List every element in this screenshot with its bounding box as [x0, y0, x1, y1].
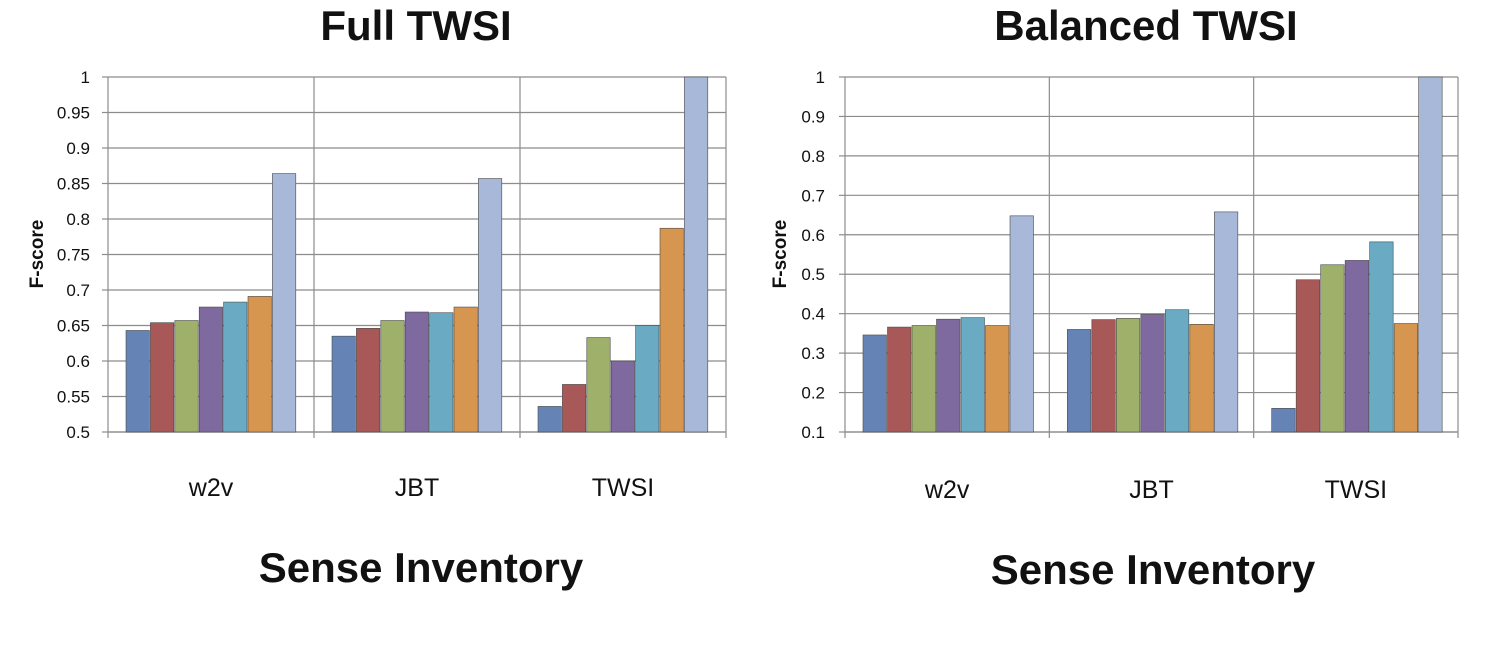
x-category-label: w2v: [188, 474, 234, 502]
bar: [1009, 215, 1034, 433]
x-category-label: JBT: [395, 474, 439, 502]
chart-balanced-twsi: Balanced TWSI F-score Sense Inventory 0.…: [770, 2, 1459, 593]
y-tick-label: 0.85: [57, 175, 90, 194]
y-tick-label: 0.3: [801, 344, 825, 363]
y-tick-label: 1: [81, 68, 90, 87]
bar: [1369, 241, 1394, 433]
bar: [380, 320, 405, 433]
y-axis-label: F-score: [27, 220, 48, 289]
bar: [125, 330, 150, 433]
y-tick-label: 0.1: [801, 423, 825, 442]
bar: [1116, 318, 1141, 433]
bars: w2v JBT TWSI: [125, 76, 709, 502]
y-axis-label: F-score: [770, 220, 791, 289]
y-tick-label: 0.6: [66, 352, 90, 371]
bar: [247, 296, 272, 433]
x-axis-title: Sense Inventory: [991, 546, 1316, 593]
bar: [610, 360, 635, 433]
bar: [150, 322, 175, 433]
bar: [911, 325, 936, 433]
y-ticks: 0.1 0.2 0.3 0.4 0.5 0.6 0.7 0.8 0.9 1: [801, 68, 825, 442]
bars: w2v JBT TWSI: [862, 76, 1443, 504]
chart-panel-full-twsi: Full TWSI F-score Sense Inventory 0.5 0.5…: [27, 2, 727, 591]
chart-panel-balanced-twsi: Balanced TWSI F-score Sense Inventory 0.…: [750, 0, 1500, 657]
chart-title: Full TWSI: [320, 2, 511, 49]
bar: [537, 406, 562, 433]
bar: [862, 334, 887, 433]
bar: [635, 325, 660, 433]
y-tick-label: 0.8: [66, 210, 90, 229]
bar: [198, 306, 223, 433]
x-category-label: w2v: [924, 476, 970, 504]
bar: [429, 312, 454, 433]
bar: [1091, 319, 1116, 433]
bar: [478, 178, 503, 433]
y-tick-label: 0.9: [801, 107, 825, 126]
bar: [1189, 324, 1214, 433]
bar: [1067, 329, 1092, 433]
x-category-label: TWSI: [1325, 476, 1388, 504]
y-tick-label: 0.8: [801, 147, 825, 166]
y-tick-label: 0.2: [801, 384, 825, 403]
y-tick-label: 0.55: [57, 388, 90, 407]
bar: [1393, 323, 1418, 433]
bar: [562, 384, 587, 433]
bar: [1165, 309, 1190, 433]
bar: [356, 328, 381, 433]
y-tick-label: 0.65: [57, 317, 90, 336]
bar: [1140, 314, 1165, 433]
bar: [272, 173, 297, 433]
chart-full-twsi: Full TWSI F-score Sense Inventory 0.50.5…: [27, 2, 727, 591]
bar: [404, 311, 429, 433]
bar: [936, 318, 961, 433]
bar: [887, 326, 912, 433]
bar: [174, 320, 199, 433]
y-tick-label: 0.7: [801, 186, 825, 205]
bar: [1418, 76, 1443, 433]
y-tick-label: 0.95: [57, 104, 90, 123]
y-tick-label: 0.6: [801, 226, 825, 245]
bar: [1320, 264, 1345, 433]
y-tick-label: 1: [816, 68, 825, 87]
y-tick-label: 0.4: [801, 305, 825, 324]
y-tick-label: 0.5: [66, 423, 90, 442]
bar: [223, 301, 248, 433]
bar: [1295, 279, 1320, 433]
y-tick-label: 0.75: [57, 246, 90, 265]
bar: [1344, 260, 1369, 433]
y-tick-label: 0.9: [66, 139, 90, 158]
x-axis-title: Sense Inventory: [259, 544, 584, 591]
bar: [659, 227, 684, 433]
bar: [985, 325, 1010, 433]
bar: [1214, 211, 1239, 433]
bar: [586, 337, 611, 433]
bar: [1271, 408, 1296, 433]
bar: [331, 335, 356, 433]
bar: [684, 76, 709, 433]
bar: [960, 317, 985, 433]
chart-title: Balanced TWSI: [994, 2, 1297, 49]
y-ticks: 0.5 0.55 0.6 0.65 0.7 0.75 0.8 0.85 0.9 0.95 1: [57, 68, 90, 442]
x-category-label: JBT: [1129, 476, 1173, 504]
bar: [453, 306, 478, 433]
y-tick-label: 0.5: [801, 265, 825, 284]
y-tick-label: 0.7: [66, 281, 90, 300]
x-category-label: TWSI: [592, 474, 655, 502]
